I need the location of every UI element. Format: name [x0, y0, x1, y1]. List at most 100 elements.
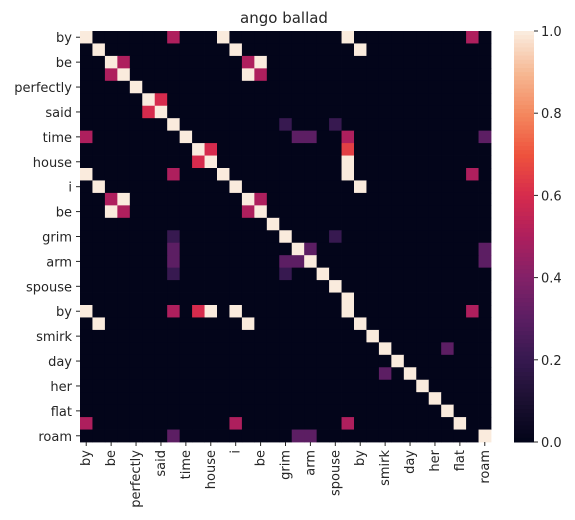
heatmap-cell — [229, 293, 242, 306]
heatmap-cell — [279, 56, 292, 69]
heatmap-cell — [454, 293, 467, 306]
colorbar-segment — [514, 257, 534, 262]
colorbar-segment — [514, 430, 534, 435]
colorbar-segment — [514, 154, 534, 159]
colorbar-segment — [514, 56, 534, 61]
x-tick-label: said — [154, 450, 169, 477]
heatmap-cell — [229, 392, 242, 405]
heatmap-cell — [242, 31, 255, 44]
colorbar-segment — [514, 121, 534, 126]
heatmap-cell — [292, 380, 305, 393]
heatmap-cell — [155, 330, 168, 343]
heatmap-cell — [105, 131, 118, 144]
heatmap-cell — [441, 255, 454, 268]
heatmap-cell — [429, 81, 442, 94]
heatmap-cell — [92, 367, 105, 380]
heatmap-cell — [404, 255, 417, 268]
y-tick-label: time — [43, 131, 72, 146]
heatmap-cell — [229, 168, 242, 181]
heatmap-cell — [105, 68, 118, 81]
heatmap-cell — [229, 317, 242, 330]
heatmap-cell — [366, 405, 379, 418]
colorbar-segment — [514, 237, 534, 242]
heatmap-cell — [117, 131, 130, 144]
colorbar-segment — [514, 389, 534, 394]
heatmap-cell — [155, 43, 168, 56]
heatmap-cell — [379, 268, 392, 281]
heatmap-cell — [454, 143, 467, 156]
heatmap-cell — [292, 430, 305, 443]
colorbar-segment — [514, 163, 534, 168]
heatmap-cell — [317, 243, 330, 256]
heatmap-cell — [304, 268, 317, 281]
heatmap-cell — [117, 317, 130, 330]
heatmap-cell — [192, 205, 205, 218]
heatmap-cell — [130, 131, 143, 144]
heatmap-cell — [279, 317, 292, 330]
heatmap-cell — [180, 243, 193, 256]
heatmap-cell — [92, 31, 105, 44]
heatmap-cell — [441, 205, 454, 218]
heatmap-cell — [167, 355, 180, 368]
heatmap-cell — [267, 205, 280, 218]
heatmap-cell — [242, 355, 255, 368]
heatmap-cell — [466, 342, 479, 355]
heatmap-cell — [366, 156, 379, 169]
heatmap-cell — [180, 280, 193, 293]
heatmap-cell — [180, 218, 193, 231]
heatmap-cell — [366, 131, 379, 144]
heatmap-cell — [155, 417, 168, 430]
heatmap-cell — [391, 405, 404, 418]
heatmap-cell — [167, 106, 180, 119]
heatmap-cell — [242, 342, 255, 355]
heatmap-cell — [404, 417, 417, 430]
heatmap-cell — [80, 81, 93, 94]
heatmap-cell — [454, 218, 467, 231]
heatmap-cell — [92, 230, 105, 243]
heatmap-cell — [130, 293, 143, 306]
heatmap-cell — [229, 405, 242, 418]
colorbar-tick-label: 0.8 — [541, 107, 562, 122]
heatmap-cell — [317, 417, 330, 430]
heatmap-cell — [192, 317, 205, 330]
heatmap-cell — [205, 230, 218, 243]
heatmap-cell — [454, 355, 467, 368]
heatmap-cell — [117, 156, 130, 169]
heatmap-cell — [379, 293, 392, 306]
heatmap-cell — [254, 118, 267, 131]
heatmap-cell — [180, 43, 193, 56]
heatmap-cell — [441, 218, 454, 231]
heatmap-cell — [217, 355, 230, 368]
x-tick-label: house — [204, 450, 219, 489]
colorbar-tick-label: 0.4 — [541, 272, 562, 287]
heatmap-cell — [354, 143, 367, 156]
heatmap-cell — [105, 280, 118, 293]
heatmap-cell — [192, 131, 205, 144]
heatmap-cell — [155, 131, 168, 144]
heatmap-cell — [466, 255, 479, 268]
heatmap-cell — [192, 180, 205, 193]
heatmap-cell — [342, 218, 355, 231]
colorbar-segment — [514, 117, 534, 122]
y-tick-label: arm — [46, 255, 72, 270]
heatmap-cell — [254, 180, 267, 193]
heatmap-cell — [242, 168, 255, 181]
heatmap-cell — [329, 268, 342, 281]
heatmap-cell — [242, 317, 255, 330]
heatmap-cell — [404, 205, 417, 218]
heatmap-cell — [304, 118, 317, 131]
heatmap-cell — [130, 56, 143, 69]
heatmap-cell — [366, 230, 379, 243]
heatmap-cell — [205, 81, 218, 94]
colorbar: 0.0 0.2 0.4 0.6 0.8 1.0 — [514, 25, 562, 451]
heatmap-cell — [342, 293, 355, 306]
heatmap-cell — [466, 230, 479, 243]
heatmap-cell — [479, 43, 492, 56]
heatmap-cell — [130, 268, 143, 281]
heatmap-cell — [379, 380, 392, 393]
heatmap-cell — [142, 193, 155, 206]
colorbar-segment — [514, 187, 534, 192]
heatmap-cell — [416, 106, 429, 119]
heatmap-cell — [142, 268, 155, 281]
heatmap-cell — [366, 430, 379, 443]
